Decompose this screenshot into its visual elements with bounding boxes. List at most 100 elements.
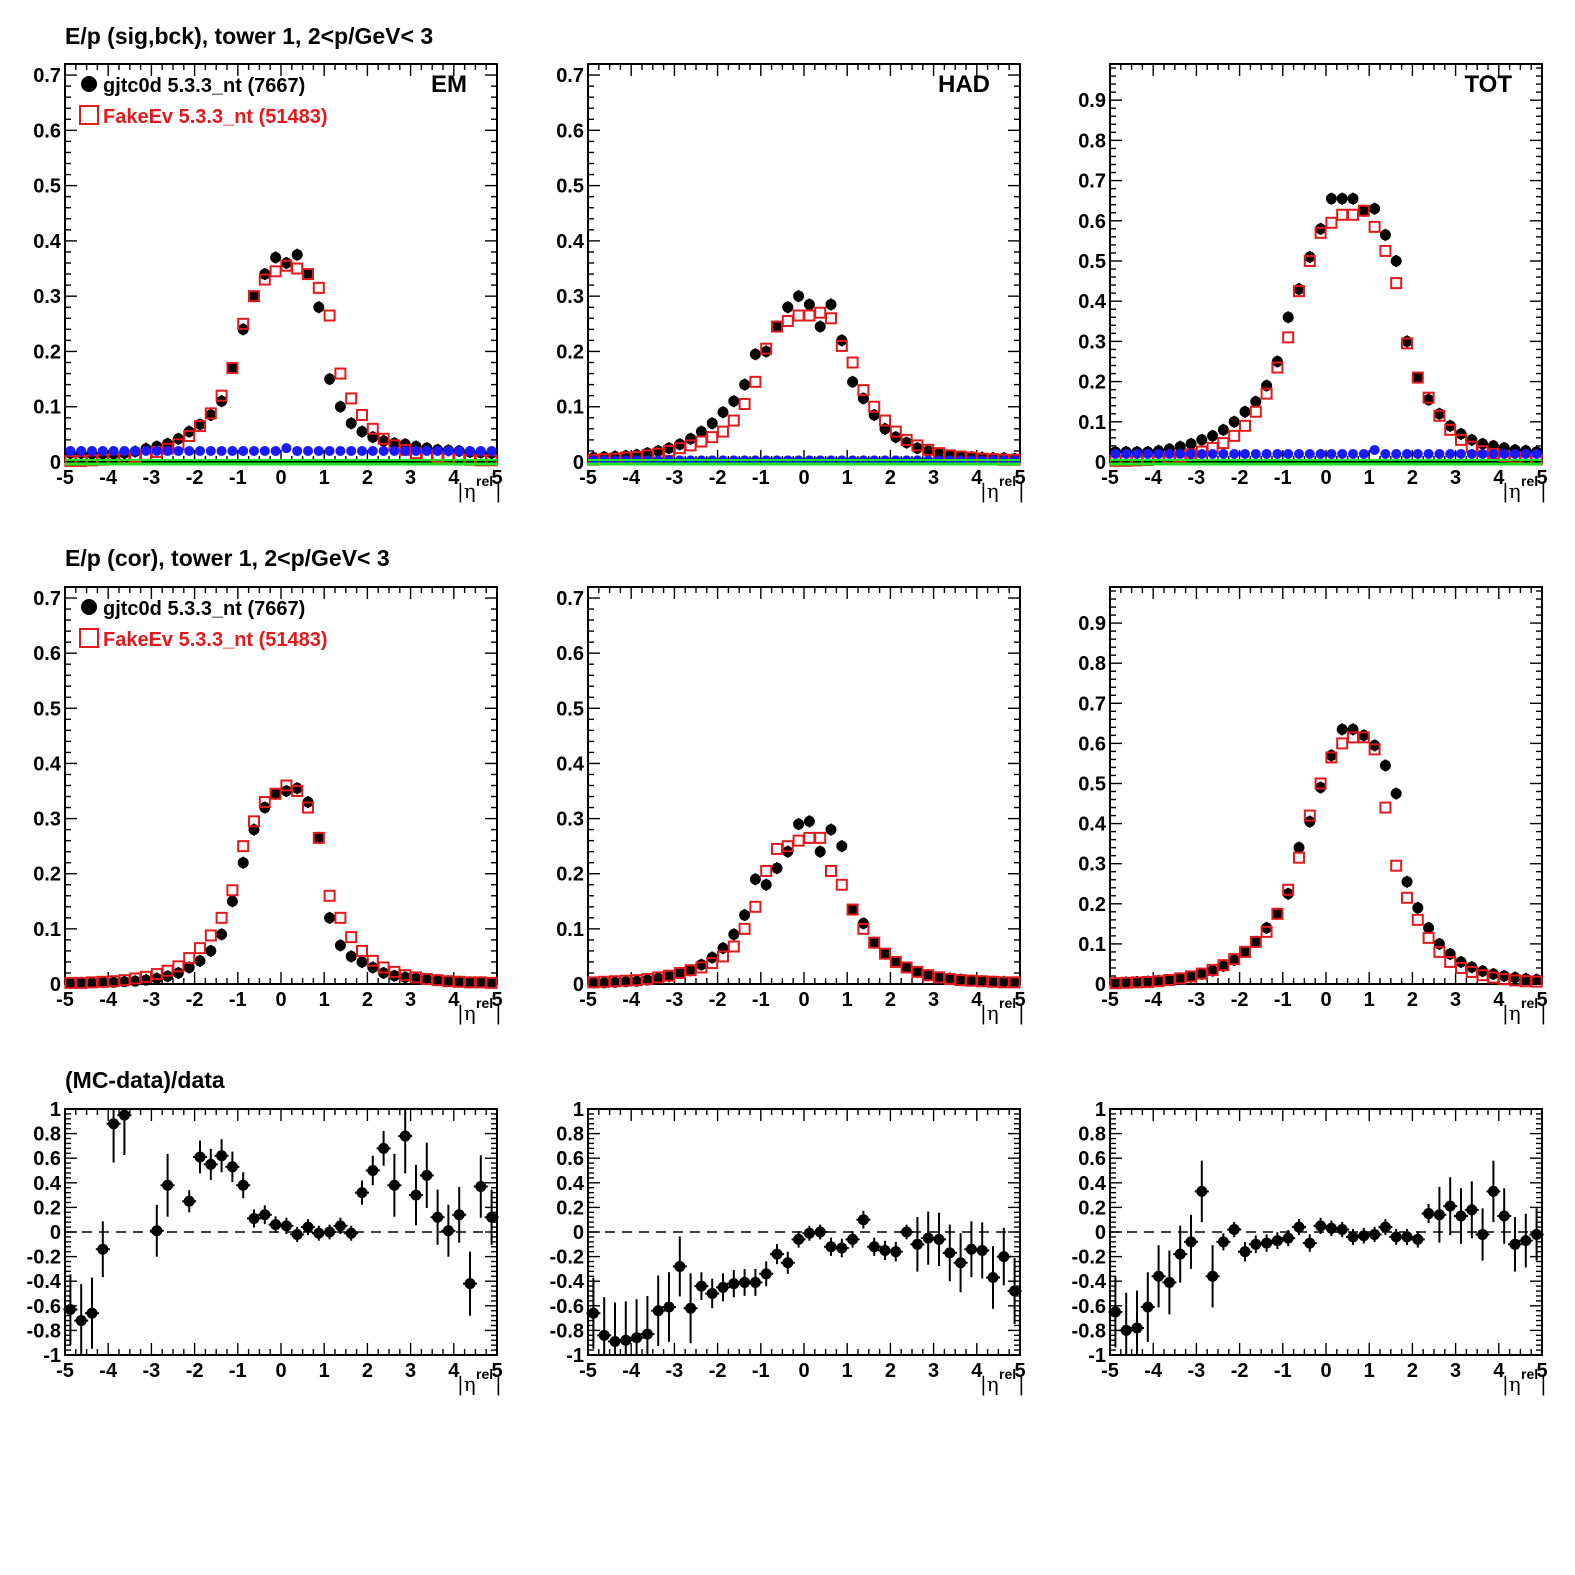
- data-point: [1196, 968, 1208, 980]
- y-tick-label: 0.3: [556, 286, 584, 308]
- plot-frame: [587, 586, 1021, 985]
- panel-cor-had: -5 -4 -3 -2 -1 0 1 2 3 4 5 |η rel | 0 0.1 0.2 0.3 0.4 0.5 0.…: [556, 586, 1026, 1026]
- x-axis-label-bar: |: [495, 479, 502, 504]
- mc-point: [814, 831, 827, 844]
- background-point: [119, 445, 130, 456]
- data-point: [324, 373, 336, 385]
- data-point: [641, 1328, 653, 1340]
- background-point: [1272, 448, 1283, 459]
- data-point: [75, 977, 87, 989]
- mc-point: [857, 384, 870, 397]
- background-point: [281, 443, 292, 454]
- y-tick-label: 1: [573, 1099, 584, 1121]
- data-point: [324, 1226, 336, 1238]
- data-point: [771, 862, 783, 874]
- data-point: [706, 417, 718, 429]
- background-point: [313, 445, 324, 456]
- data-point: [1444, 1200, 1456, 1212]
- x-tick-label: 0: [798, 467, 809, 489]
- mc-point: [846, 903, 859, 916]
- data-point: [388, 1179, 400, 1191]
- data-point: [1487, 968, 1499, 980]
- y-tick-label: 0.4: [1078, 1173, 1107, 1195]
- data-point: [922, 969, 934, 981]
- x-tick-label: 5: [491, 1360, 502, 1382]
- y-tick-label: 0.7: [33, 588, 61, 610]
- data-point: [652, 445, 664, 457]
- background-point: [378, 445, 389, 456]
- mc-point: [1433, 409, 1446, 422]
- data-point: [1282, 1232, 1294, 1244]
- background-point: [1380, 448, 1391, 459]
- data-point: [1293, 1221, 1305, 1233]
- data-point: [771, 1248, 783, 1260]
- data-point: [695, 426, 707, 438]
- series-open-square: [587, 831, 1021, 989]
- y-tick-label: 0.7: [556, 65, 584, 87]
- data-point: [64, 1303, 76, 1315]
- background-point: [411, 445, 421, 456]
- x-tick-label: 1: [319, 1360, 330, 1382]
- panel-sig-had: -5 -4 -3 -2 -1 0 1 2 3 4 5 |η rel | 0 0.1 0.2 0.3 0.4 0.5 0.…: [556, 63, 1026, 504]
- data-point: [356, 426, 368, 438]
- data-point: [1477, 1228, 1489, 1240]
- mc-point: [868, 400, 881, 413]
- data-point: [955, 1257, 967, 1269]
- x-axis-label: |η: [980, 1001, 999, 1026]
- data-point: [108, 976, 120, 988]
- x-tick-label: 3: [928, 989, 939, 1011]
- mc-point: [312, 831, 325, 844]
- data-point: [410, 972, 422, 984]
- mc-point: [1314, 226, 1327, 239]
- data-point: [280, 1220, 292, 1232]
- x-tick-label: -5: [579, 467, 597, 489]
- x-tick-label: 4: [448, 989, 460, 1011]
- x-tick-label: 5: [1014, 1360, 1025, 1382]
- x-axis-label-sup: rel: [476, 473, 493, 489]
- data-point: [1390, 1231, 1402, 1243]
- data-point: [1379, 1221, 1391, 1233]
- mc-point: [1390, 277, 1403, 290]
- data-point: [911, 442, 923, 454]
- background-point: [184, 445, 195, 456]
- data-point: [739, 379, 751, 391]
- y-tick-label: 1: [1095, 1099, 1106, 1121]
- mc-point: [1444, 955, 1457, 968]
- data-point: [1487, 1185, 1499, 1197]
- background-point: [1283, 448, 1294, 459]
- x-tick-label: 3: [405, 989, 416, 1011]
- plot-frame: [1109, 1108, 1543, 1356]
- data-point: [998, 1251, 1010, 1263]
- data-point: [1239, 946, 1251, 958]
- data-point: [652, 1305, 664, 1317]
- data-point: [836, 1242, 848, 1254]
- background-point: [216, 445, 227, 456]
- y-tick-label: 0.6: [33, 1148, 61, 1170]
- data-point: [825, 298, 837, 310]
- y-tick-label: 1: [50, 1099, 61, 1121]
- x-tick-label: 3: [1450, 1360, 1461, 1382]
- mc-point: [334, 911, 347, 924]
- mc-point: [183, 952, 196, 965]
- background-point: [1337, 448, 1348, 459]
- mc-point: [1379, 801, 1392, 814]
- x-tick-label: 5: [1536, 1360, 1547, 1382]
- data-point: [453, 976, 465, 988]
- data-point: [1282, 311, 1294, 323]
- data-point: [1153, 1270, 1165, 1282]
- data-point: [1379, 229, 1391, 241]
- x-tick-label: -5: [1101, 1360, 1119, 1382]
- data-point: [313, 301, 325, 313]
- data-point: [879, 948, 891, 960]
- mc-point: [248, 815, 260, 828]
- background-point: [238, 445, 249, 456]
- mc-point: [771, 842, 783, 855]
- y-tick-label: -0.6: [27, 1296, 61, 1318]
- y-tick-label: -1: [43, 1345, 61, 1367]
- data-point: [183, 961, 195, 973]
- x-tick-label: -1: [1274, 467, 1292, 489]
- mc-point: [814, 306, 827, 319]
- mc-point: [258, 273, 271, 286]
- y-tick-label: 0.3: [33, 286, 61, 308]
